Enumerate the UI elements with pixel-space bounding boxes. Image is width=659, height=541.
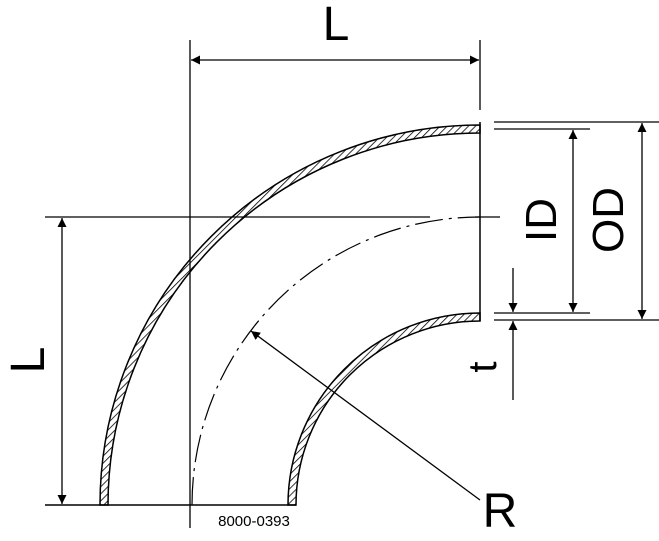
id-label: ID [517, 198, 566, 242]
od-label: OD [584, 187, 633, 253]
length-left-label: L [2, 347, 55, 374]
length-top-label: L [323, 0, 350, 51]
radius-label: R [483, 485, 518, 538]
radius-leader [250, 330, 481, 501]
centerline-arc [191, 216, 481, 506]
thickness-label: t [461, 361, 505, 372]
inner-wall [287, 312, 481, 506]
drawing-number: 8000-0393 [218, 513, 290, 530]
outer-wall [99, 124, 481, 506]
